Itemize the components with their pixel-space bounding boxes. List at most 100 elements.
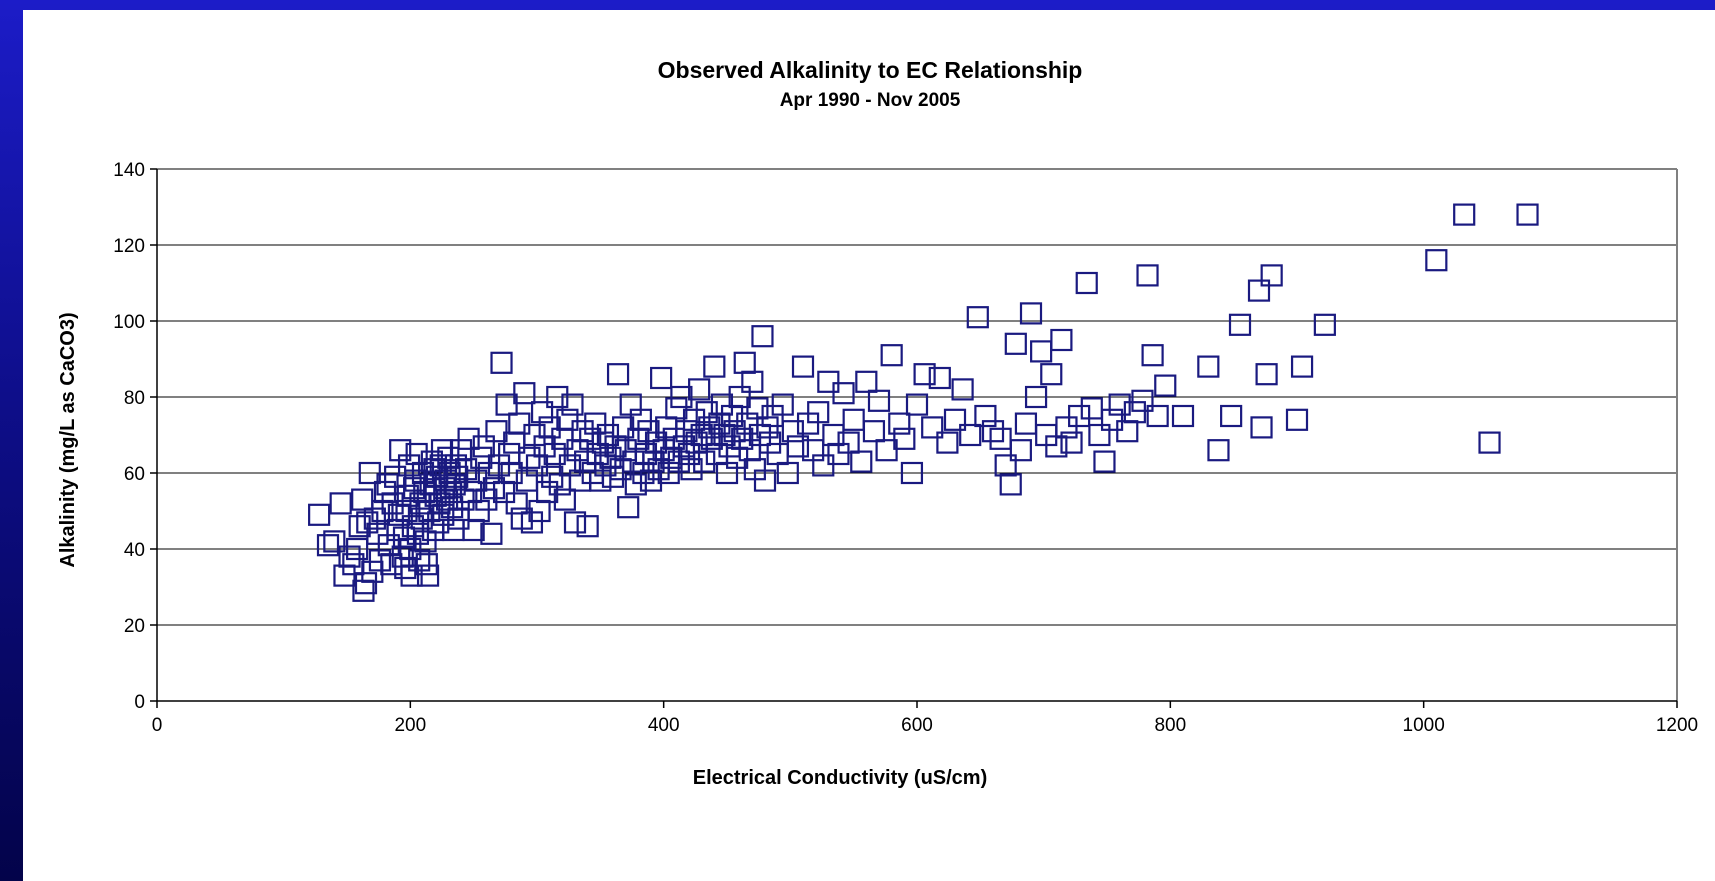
data-point [966,306,989,329]
data-point [751,325,774,348]
x-tick-label: 600 [901,715,933,736]
data-point [363,507,386,530]
data-point [346,537,369,561]
data-point [441,496,464,519]
data-point [457,427,480,450]
data-point [888,412,911,435]
y-tick-label: 120 [113,236,145,257]
data-point [812,454,835,477]
data-point [377,534,400,557]
data-point [1141,344,1164,367]
data-point [637,420,660,443]
data-point [520,511,544,534]
data-point [470,446,493,469]
data-point [999,473,1022,496]
data-point [576,515,599,538]
data-point [414,530,437,553]
data-point [1093,450,1116,473]
data-point [596,423,620,447]
data-point [389,439,412,462]
data-point [1207,439,1230,462]
data-point [508,412,531,435]
data-point [1260,264,1283,287]
data-point [1123,401,1146,424]
data-point [416,564,440,587]
data-point [776,461,799,485]
data-point [936,431,959,454]
data-point [538,416,561,439]
data-point [733,351,756,374]
gridlines [157,168,1677,626]
data-point [680,458,703,481]
tick-labels: 0 20 40 60 80 100 120 140 0 200 400 600 800 1000 1200 [113,160,1698,736]
data-point [672,435,696,458]
x-tick-label: 200 [394,715,426,736]
data-point [428,492,451,515]
data-point [316,534,340,557]
data-point [556,408,579,431]
data-point [329,492,352,515]
data-point [771,393,794,416]
data-point [1171,404,1195,428]
data-point [381,492,404,515]
data-point [566,439,589,462]
data-point [612,416,635,439]
data-point [791,355,815,378]
y-tick-label: 100 [113,312,145,333]
y-tick-label: 140 [113,160,145,181]
data-point [959,423,982,447]
data-point [624,473,647,496]
data-point [1220,404,1243,428]
data-point [591,431,614,454]
data-point [354,572,378,595]
data-point [589,469,612,492]
data-point [606,363,630,386]
data-point [1425,249,1448,272]
data-point [579,427,602,450]
data-point [380,553,403,576]
data-point [1080,397,1103,420]
data-point [563,511,587,534]
data-point [913,363,936,386]
y-axis-label: Alkalinity (mg/L as CaCO3) [57,312,79,567]
data-point [1019,302,1043,325]
data-point [1068,404,1091,428]
data-point [928,366,951,390]
data-point [467,499,490,523]
data-point [817,370,840,393]
data-point [361,560,384,583]
chart-panel: Observed Alkalinity to EC Relationship A… [23,10,1715,881]
data-point [629,408,652,431]
data-point [781,420,804,443]
y-tick-label: 60 [124,464,145,485]
data-point [1146,404,1169,428]
data-point [472,435,495,458]
data-point [351,488,374,511]
data-point [753,469,777,492]
data-point [495,393,518,416]
data-point [705,442,728,466]
data-point [905,393,929,416]
data-point [766,442,789,466]
data-point [900,461,924,485]
data-point [546,385,569,409]
data-point [1009,439,1032,462]
data-point [951,378,974,401]
y-tick-label: 80 [124,388,145,409]
data-point [410,507,433,530]
data-point [490,351,513,374]
data-point [1478,431,1501,454]
data-point [541,465,564,488]
data-point [1290,355,1314,378]
data-point [449,439,473,462]
x-axis-label: Electrical Conductivity (uS/cm) [693,767,988,789]
data-point [404,469,427,492]
chart-subtitle: Apr 1990 - Nov 2005 [780,90,961,111]
data-point [677,442,701,466]
data-point [1004,332,1027,355]
data-point [392,526,416,549]
data-point [1250,416,1273,439]
data-point [530,401,554,424]
data-point [1516,203,1539,226]
x-tick-label: 1000 [1403,715,1445,736]
